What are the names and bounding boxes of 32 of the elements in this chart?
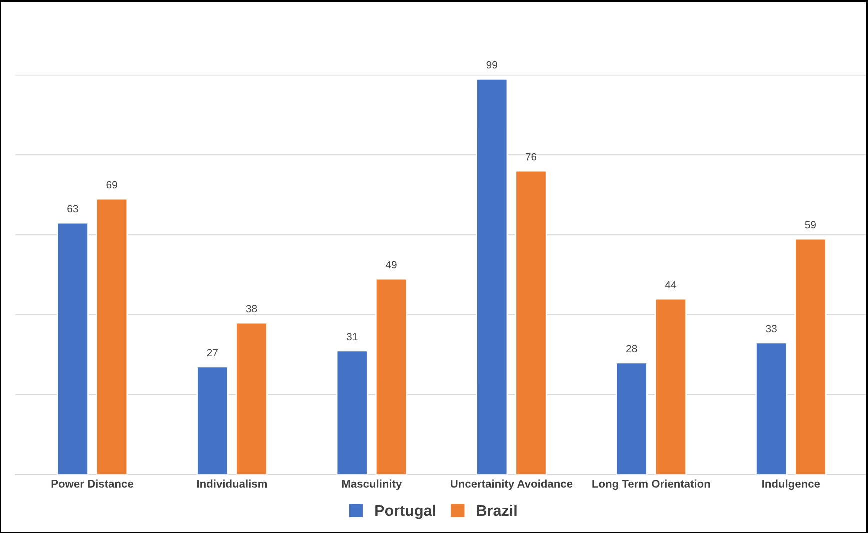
- x-tick-label: Indulgence: [762, 480, 820, 490]
- data-label: 44: [665, 281, 676, 289]
- data-label: 59: [805, 221, 816, 229]
- bar: [336, 350, 368, 475]
- legend-label: Brazil: [477, 504, 517, 516]
- x-tick-label: Long Term Orientation: [592, 480, 710, 490]
- data-label: 31: [346, 333, 358, 341]
- x-tick-label: Uncertainity Avoidance: [451, 480, 573, 490]
- data-label: 76: [526, 153, 537, 161]
- bar: [196, 366, 229, 475]
- bar: [654, 298, 688, 475]
- bar: [375, 278, 408, 475]
- bar: [96, 198, 128, 475]
- x-tick-label: Individualism: [197, 480, 268, 488]
- bar: [56, 222, 89, 475]
- bar: [794, 238, 827, 475]
- legend-label: Portugal: [376, 504, 436, 520]
- x-tick-label: Masculinity: [342, 480, 402, 490]
- bar: [476, 78, 508, 475]
- bar: [236, 322, 268, 475]
- data-label: 28: [626, 345, 638, 353]
- x-tick-label: Power Distance: [52, 480, 134, 488]
- data-label: 27: [207, 349, 218, 356]
- data-label: 63: [68, 205, 78, 213]
- data-label: 49: [386, 261, 397, 269]
- bar: [515, 170, 548, 475]
- data-label: 99: [486, 61, 498, 69]
- bar: [756, 342, 788, 475]
- data-label: 33: [766, 325, 777, 333]
- data-label: 69: [106, 181, 118, 189]
- bar: [616, 362, 648, 475]
- data-label: 38: [246, 305, 258, 313]
